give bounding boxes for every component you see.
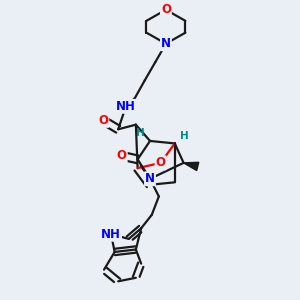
Text: N: N [145,172,155,185]
Text: NH: NH [116,100,136,113]
Polygon shape [184,162,199,170]
Text: O: O [117,149,127,162]
Text: O: O [98,114,108,127]
Text: O: O [161,3,171,16]
Text: N: N [161,37,171,50]
Text: H: H [180,130,189,141]
Text: O: O [156,156,166,170]
Text: NH: NH [101,228,121,241]
Text: H: H [136,128,145,138]
